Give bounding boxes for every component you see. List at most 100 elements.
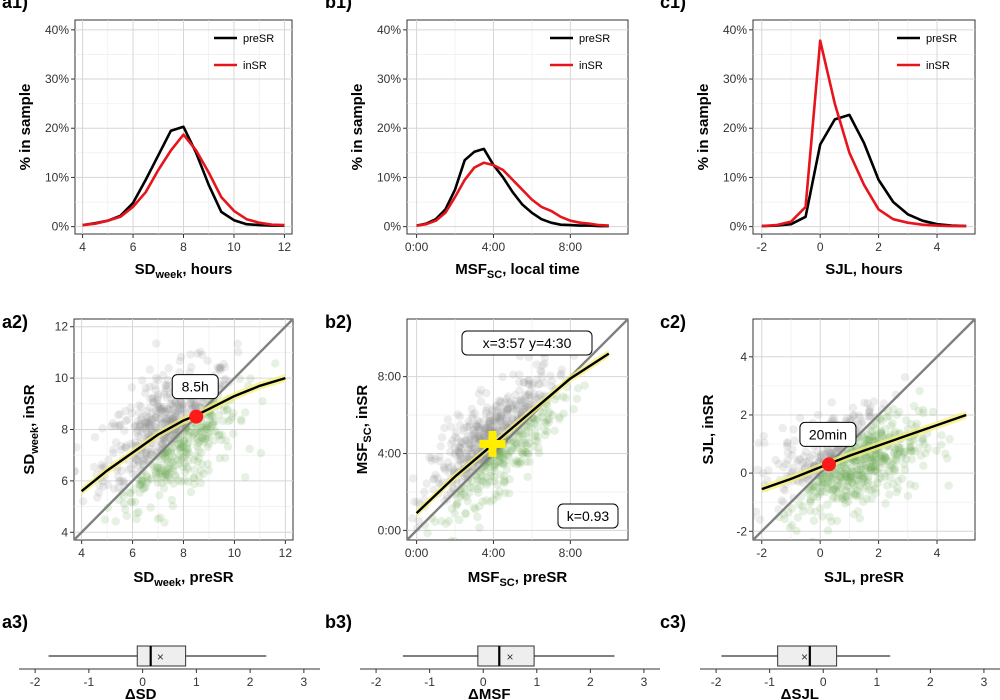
scatter-point bbox=[197, 448, 206, 457]
scatter-point bbox=[157, 439, 167, 449]
scatter-point bbox=[146, 447, 156, 457]
scatter-point bbox=[133, 455, 142, 464]
scatter-point bbox=[881, 452, 890, 462]
scatter-point bbox=[897, 452, 907, 461]
x-tick-label: 3 bbox=[301, 675, 308, 689]
scatter-point bbox=[427, 456, 436, 465]
scatter-point bbox=[809, 482, 818, 491]
scatter-point bbox=[490, 463, 499, 472]
scatter-point bbox=[864, 435, 873, 444]
scatter-point bbox=[441, 519, 451, 528]
scatter-point bbox=[109, 448, 118, 458]
scatter-point bbox=[542, 427, 552, 436]
scatter-point bbox=[167, 449, 176, 458]
scatter-point bbox=[136, 433, 145, 442]
scatter-point bbox=[524, 379, 533, 389]
scatter-point bbox=[463, 422, 472, 432]
scatter-point bbox=[487, 405, 497, 414]
scatter-point bbox=[906, 443, 915, 452]
scatter-point bbox=[496, 408, 506, 417]
scatter-point bbox=[205, 415, 214, 425]
scatter-point bbox=[481, 423, 491, 432]
scatter-point bbox=[877, 431, 887, 440]
series-line-inSR bbox=[761, 39, 967, 228]
scatter-point bbox=[823, 445, 832, 454]
scatter-point bbox=[853, 455, 862, 465]
scatter-point bbox=[521, 441, 531, 450]
scatter-point bbox=[495, 413, 504, 422]
scatter-point bbox=[787, 451, 797, 460]
scatter-point bbox=[175, 404, 184, 413]
scatter-point bbox=[798, 478, 807, 487]
scatter-point bbox=[524, 426, 534, 436]
scatter-point bbox=[176, 443, 186, 452]
scatter-point bbox=[190, 465, 199, 474]
scatter-point bbox=[517, 397, 527, 407]
scatter-point bbox=[184, 431, 193, 440]
scatter-point bbox=[806, 498, 815, 507]
scatter-point bbox=[795, 413, 805, 423]
scatter-point bbox=[832, 516, 842, 525]
scatter-point bbox=[866, 432, 875, 442]
scatter-point bbox=[495, 458, 504, 468]
scatter-point bbox=[163, 447, 173, 456]
scatter-point bbox=[849, 489, 859, 498]
y-tick-label: 0% bbox=[384, 220, 402, 234]
scatter-point bbox=[158, 469, 167, 478]
scatter-point bbox=[196, 347, 205, 356]
scatter-point bbox=[476, 385, 486, 395]
scatter-point bbox=[524, 390, 533, 399]
scatter-point bbox=[789, 425, 798, 434]
scatter-point bbox=[184, 448, 193, 457]
scatter-point bbox=[764, 466, 773, 475]
scatter-point bbox=[132, 428, 141, 437]
scatter-point bbox=[465, 420, 475, 429]
scatter-point bbox=[451, 488, 461, 498]
scatter-point bbox=[446, 447, 455, 457]
plot-area bbox=[752, 19, 976, 235]
marker-label: 8.5h bbox=[182, 379, 209, 395]
scatter-point bbox=[823, 447, 833, 456]
scatter-point bbox=[832, 486, 841, 496]
scatter-point bbox=[455, 442, 464, 452]
scatter-point bbox=[479, 431, 489, 440]
scatter-point bbox=[829, 473, 838, 482]
scatter-point bbox=[141, 426, 151, 435]
scatter-point bbox=[201, 422, 211, 432]
scatter-point bbox=[183, 449, 192, 458]
scatter-point bbox=[481, 426, 490, 436]
scatter-point bbox=[177, 404, 186, 414]
scatter-point bbox=[501, 457, 510, 466]
scatter-point bbox=[511, 456, 521, 465]
scatter-point bbox=[538, 408, 547, 417]
scatter-point bbox=[855, 456, 864, 465]
scatter-point bbox=[869, 457, 878, 466]
scatter-point bbox=[500, 477, 509, 486]
scatter-point bbox=[159, 484, 169, 493]
x-tick-label: -2 bbox=[756, 240, 767, 254]
scatter-point bbox=[467, 404, 477, 414]
scatter-point bbox=[171, 399, 180, 408]
scatter-point bbox=[495, 453, 505, 462]
scatter-point bbox=[524, 375, 533, 384]
scatter-point bbox=[203, 428, 213, 438]
scatter-point bbox=[888, 460, 897, 469]
scatter-point bbox=[214, 363, 224, 373]
scatter-point bbox=[486, 471, 495, 481]
scatter-point bbox=[159, 435, 168, 444]
scatter-point bbox=[540, 359, 549, 368]
scatter-point bbox=[152, 463, 162, 472]
scatter-point bbox=[138, 484, 147, 494]
scatter-point bbox=[919, 408, 928, 418]
scatter-point bbox=[459, 427, 469, 436]
scatter-point bbox=[180, 444, 189, 453]
scatter-point bbox=[190, 400, 199, 410]
scatter-point bbox=[864, 412, 874, 421]
scatter-point bbox=[824, 477, 833, 486]
scatter-point bbox=[828, 415, 837, 424]
scatter-point bbox=[165, 405, 174, 414]
scatter-point bbox=[183, 427, 193, 436]
scatter-point bbox=[857, 468, 866, 478]
scatter-point bbox=[177, 352, 186, 362]
scatter-point bbox=[515, 386, 524, 395]
